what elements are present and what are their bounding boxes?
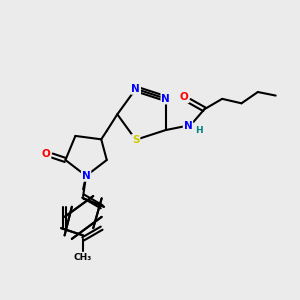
Text: N: N xyxy=(184,121,192,130)
Text: O: O xyxy=(180,92,188,102)
Text: S: S xyxy=(132,135,140,145)
Text: CH₃: CH₃ xyxy=(74,253,92,262)
Text: N: N xyxy=(131,84,140,94)
Text: N: N xyxy=(82,171,91,181)
Text: H: H xyxy=(196,126,203,135)
Text: O: O xyxy=(42,149,50,159)
Text: N: N xyxy=(161,94,170,103)
